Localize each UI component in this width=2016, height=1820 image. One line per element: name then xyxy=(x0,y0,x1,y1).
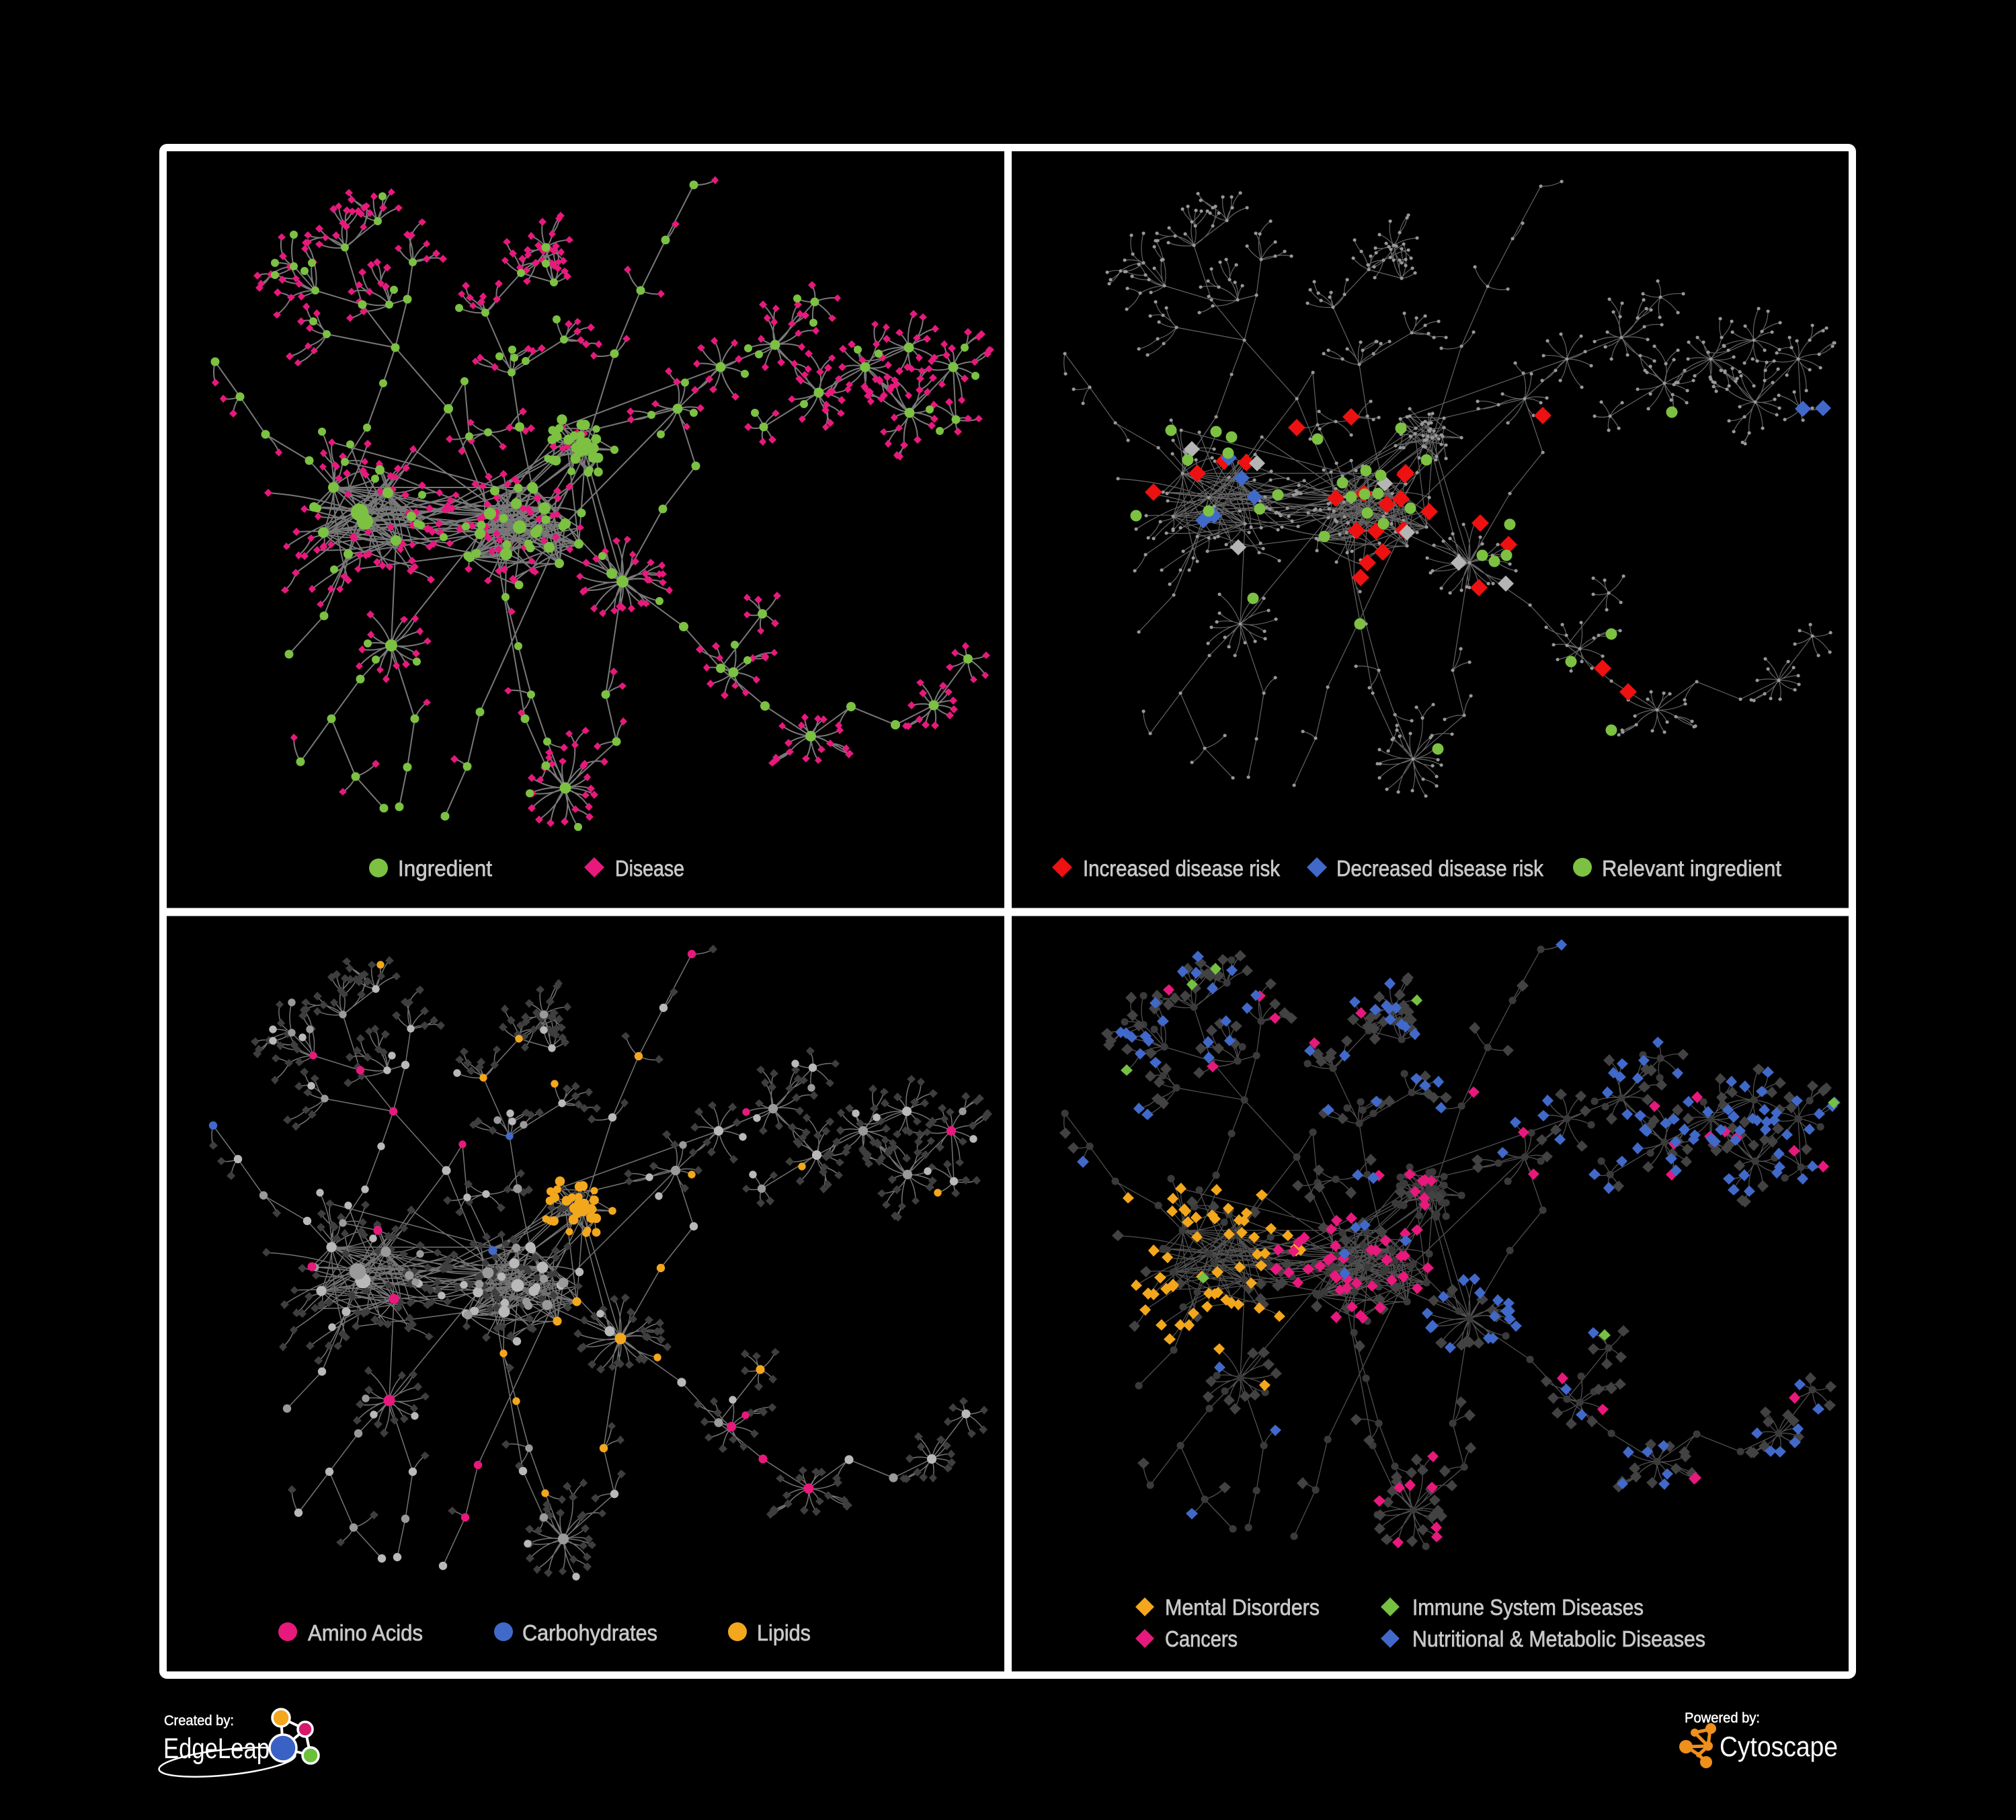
svg-text:Relevant ingredient: Relevant ingredient xyxy=(1602,856,1781,881)
svg-text:Ingredient: Ingredient xyxy=(398,856,492,881)
svg-text:Created by:: Created by: xyxy=(164,1713,234,1729)
svg-text:Increased disease risk: Increased disease risk xyxy=(1083,856,1280,881)
svg-text:Powered by:: Powered by: xyxy=(1685,1710,1760,1726)
svg-text:Disease: Disease xyxy=(615,856,684,881)
svg-text:Lipids: Lipids xyxy=(757,1620,811,1645)
svg-text:Decreased disease risk: Decreased disease risk xyxy=(1336,856,1543,881)
svg-text:EdgeLeap: EdgeLeap xyxy=(163,1733,270,1765)
svg-text:Carbohydrates: Carbohydrates xyxy=(522,1620,657,1645)
svg-text:Immune System Diseases: Immune System Diseases xyxy=(1412,1595,1644,1620)
svg-text:Cytoscape: Cytoscape xyxy=(1720,1731,1838,1762)
svg-text:Amino Acids: Amino Acids xyxy=(308,1620,423,1645)
svg-text:Mental Disorders: Mental Disorders xyxy=(1165,1595,1320,1620)
svg-text:Nutritional & Metabolic Diseas: Nutritional & Metabolic Diseases xyxy=(1412,1626,1705,1651)
svg-text:Cancers: Cancers xyxy=(1165,1626,1238,1651)
